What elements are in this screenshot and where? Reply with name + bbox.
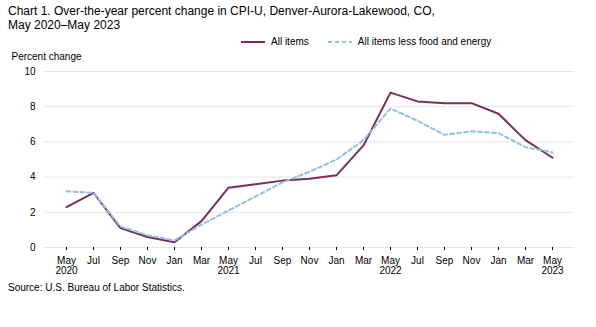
svg-text:10: 10 [24,66,36,77]
svg-text:Jul: Jul [249,255,262,266]
html-text:Source: U.S. Bureau of Labor S: Source: U.S. Bureau of Labor Statistics. [8,282,185,293]
svg-text:May2022: May2022 [379,255,402,276]
svg-text:6: 6 [30,136,36,147]
svg-text:Sep: Sep [112,255,130,266]
html-text:Chart 1. Over-the-year percent: Chart 1. Over-the-year percent change in… [8,4,435,18]
svg-text:May2020: May2020 [55,255,78,276]
svg-text:Mar: Mar [193,255,211,266]
svg-text:Nov: Nov [463,255,481,266]
svg-text:May2021: May2021 [217,255,240,276]
html-text:All items less food and energy: All items less food and energy [357,36,492,47]
svg-text:Jul: Jul [87,255,100,266]
svg-text:Mar: Mar [355,255,373,266]
svg-text:0: 0 [30,242,36,253]
svg-text:May2023: May2023 [541,255,564,276]
svg-text:Jul: Jul [411,255,424,266]
html-text:May 2020–May 2023: May 2020–May 2023 [8,18,121,32]
html-text:All items: All items [271,36,309,47]
svg-text:Sep: Sep [274,255,292,266]
svg-text:Nov: Nov [301,255,319,266]
svg-text:Jan: Jan [328,255,344,266]
svg-text:8: 8 [30,101,36,112]
svg-text:Mar: Mar [517,255,535,266]
svg-text:Jan: Jan [490,255,506,266]
svg-text:Sep: Sep [436,255,454,266]
svg-text:4: 4 [30,171,36,182]
svg-text:2: 2 [30,207,36,218]
svg-text:Percent change: Percent change [12,51,82,62]
svg-text:Jan: Jan [166,255,182,266]
svg-text:Nov: Nov [139,255,157,266]
